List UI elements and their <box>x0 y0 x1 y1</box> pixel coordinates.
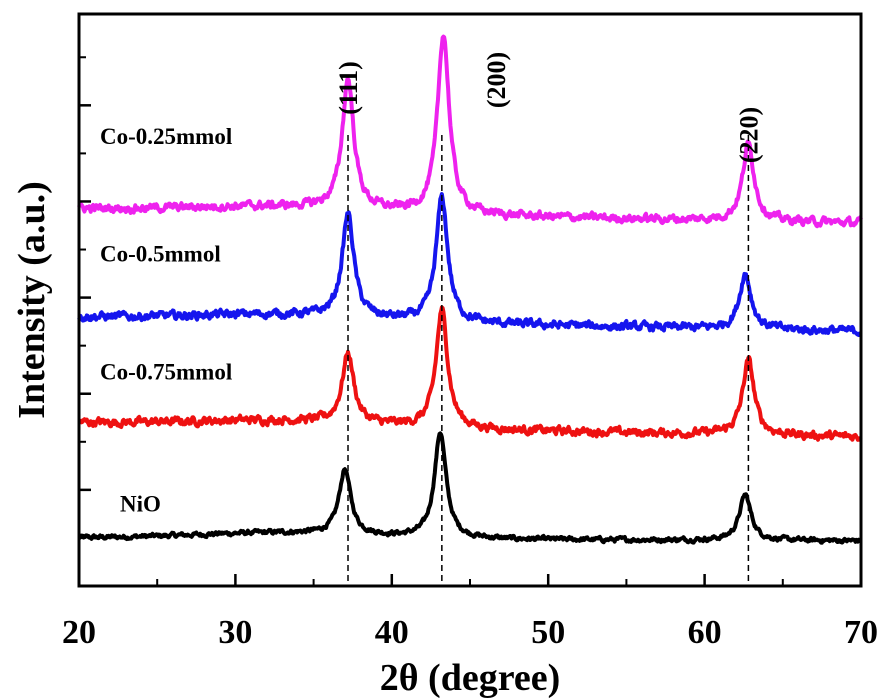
x-tick-label: 50 <box>531 614 565 651</box>
x-tick-label: 20 <box>62 614 96 651</box>
x-tick-label: 30 <box>218 614 252 651</box>
x-ticks: 20 30 40 50 60 70 <box>62 574 878 651</box>
series-line-nio <box>77 431 863 545</box>
peak-label: (220) <box>734 107 763 163</box>
series-label: Co-0.75mmol <box>100 359 232 384</box>
x-tick-label: 60 <box>688 614 722 651</box>
series-line-co-0-25mmol <box>77 34 863 229</box>
series-layer <box>77 34 863 545</box>
peak-guide-lines <box>347 135 750 586</box>
peak-label: (111) <box>334 61 363 114</box>
series-label: Co-0.25mmol <box>100 124 232 149</box>
y-ticks <box>79 56 91 539</box>
x-tick-label: 70 <box>844 614 878 651</box>
series-line-co-0-5mmol <box>77 192 863 338</box>
y-axis-label: Intensity (a.u.) <box>11 181 53 419</box>
peak-labels: (111) (200) (220) <box>334 52 763 163</box>
series-label: Co-0.5mmol <box>100 242 221 267</box>
series-line-co-0-75mmol <box>77 305 863 442</box>
peak-label: (200) <box>482 52 511 108</box>
x-tick-label: 40 <box>375 614 409 651</box>
x-axis-label: 2θ (degree) <box>380 657 561 699</box>
series-label: NiO <box>120 492 161 517</box>
series-labels: NiO Co-0.75mmol Co-0.5mmol Co-0.25mmol <box>100 124 232 517</box>
